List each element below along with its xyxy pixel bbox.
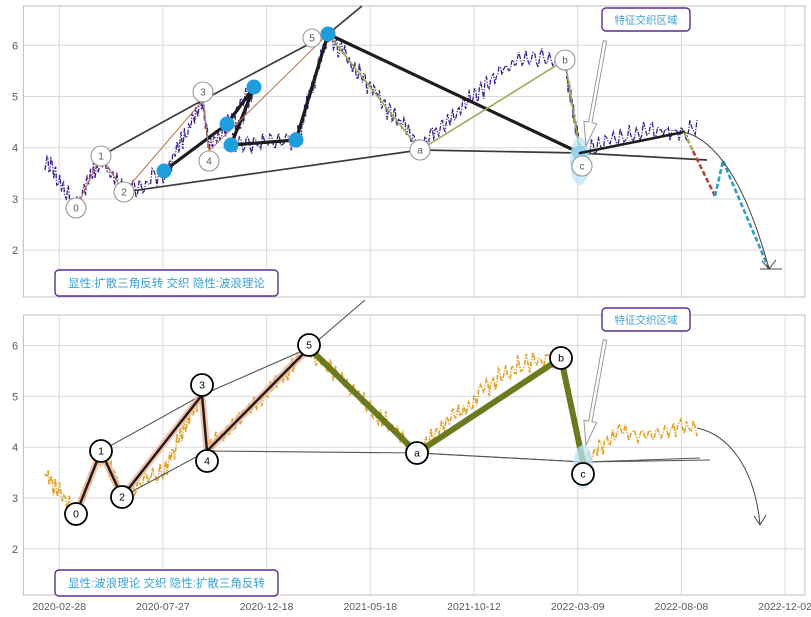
svg-text:2: 2 bbox=[119, 492, 125, 504]
svg-text:特征交织区域: 特征交织区域 bbox=[615, 314, 678, 327]
svg-text:3: 3 bbox=[199, 380, 205, 392]
svg-text:4: 4 bbox=[12, 442, 18, 454]
svg-text:特征交织区域: 特征交织区域 bbox=[615, 14, 678, 27]
svg-text:2020-07-27: 2020-07-27 bbox=[136, 601, 190, 613]
svg-text:2020-02-28: 2020-02-28 bbox=[32, 601, 86, 613]
svg-text:2021-10-12: 2021-10-12 bbox=[447, 601, 501, 613]
svg-text:3: 3 bbox=[200, 88, 206, 99]
svg-text:2021-05-18: 2021-05-18 bbox=[343, 601, 397, 613]
svg-text:2022-03-09: 2022-03-09 bbox=[551, 601, 605, 613]
svg-text:3: 3 bbox=[12, 493, 18, 505]
svg-text:2: 2 bbox=[121, 188, 127, 199]
svg-text:c: c bbox=[580, 469, 585, 481]
svg-text:6: 6 bbox=[12, 40, 18, 52]
svg-text:6: 6 bbox=[12, 341, 18, 353]
svg-text:4: 4 bbox=[204, 456, 210, 468]
svg-text:5: 5 bbox=[309, 34, 315, 45]
svg-text:b: b bbox=[558, 353, 564, 365]
svg-text:1: 1 bbox=[98, 152, 104, 163]
svg-text:2020-12-18: 2020-12-18 bbox=[240, 601, 294, 613]
svg-text:2022-12-02: 2022-12-02 bbox=[758, 601, 811, 613]
svg-text:3: 3 bbox=[12, 194, 18, 206]
svg-text:2: 2 bbox=[12, 544, 18, 556]
svg-text:c: c bbox=[580, 162, 585, 173]
svg-text:1: 1 bbox=[98, 446, 104, 458]
svg-text:b: b bbox=[562, 56, 568, 67]
svg-text:显性:波浪理论 交织 隐性:扩散三角反转: 显性:波浪理论 交织 隐性:扩散三角反转 bbox=[68, 576, 265, 590]
svg-text:4: 4 bbox=[12, 143, 18, 155]
svg-text:5: 5 bbox=[12, 92, 18, 104]
svg-text:a: a bbox=[414, 448, 420, 460]
svg-text:0: 0 bbox=[73, 204, 79, 215]
svg-text:5: 5 bbox=[12, 391, 18, 403]
svg-text:0: 0 bbox=[73, 509, 79, 521]
svg-text:2022-08-08: 2022-08-08 bbox=[655, 601, 709, 613]
svg-text:5: 5 bbox=[306, 340, 312, 352]
svg-text:a: a bbox=[417, 146, 423, 157]
svg-text:2: 2 bbox=[12, 245, 18, 257]
svg-text:4: 4 bbox=[206, 157, 212, 168]
svg-text:显性:扩散三角反转 交织 隐性:波浪理论: 显性:扩散三角反转 交织 隐性:波浪理论 bbox=[68, 276, 265, 290]
